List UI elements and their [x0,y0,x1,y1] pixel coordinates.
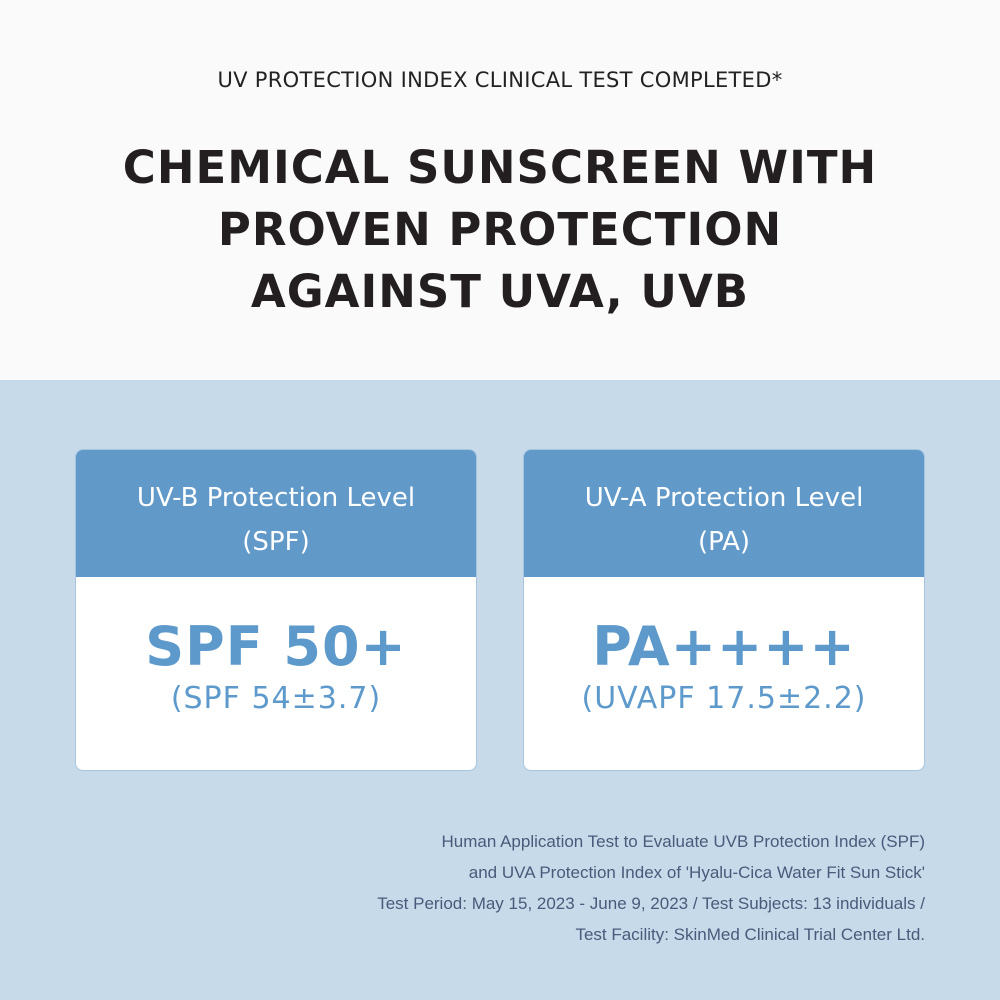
footnote-line: Test Facility: SkinMed Clinical Trial Ce… [575,925,925,944]
card-heading-line: (PA) [697,527,751,557]
title-line: AGAINST UVA, UVB [250,265,750,318]
spf-value: SPF 50+ [145,615,407,678]
footnote: Human Application Test to Evaluate UVB P… [377,826,925,950]
title-line: CHEMICAL SUNSCREEN WITH [122,141,878,194]
subtitle: UV PROTECTION INDEX CLINICAL TEST COMPLE… [217,68,783,92]
footnote-line: Test Period: May 15, 2023 - June 9, 2023… [377,894,925,913]
footnote-line: Human Application Test to Evaluate UVB P… [441,832,926,851]
page-title: CHEMICAL SUNSCREEN WITH PROVEN PROTECTIO… [0,137,1000,323]
pa-value: PA++++ [592,615,856,678]
title-line: PROVEN PROTECTION [217,203,783,256]
pa-detail: (UVAPF 17.5±2.2) [581,681,867,716]
card-heading-line: UV-B Protection Level [136,483,416,513]
header-section: UV PROTECTION INDEX CLINICAL TEST COMPLE… [0,0,1000,380]
spf-detail: (SPF 54±3.7) [170,681,382,716]
uva-card: UV-A Protection Level (PA) PA++++ (UVAPF… [523,449,925,771]
card-heading-line: (SPF) [242,527,310,557]
card-heading: UV-A Protection Level (PA) [524,450,924,577]
card-heading: UV-B Protection Level (SPF) [76,450,476,577]
card-heading-line: UV-A Protection Level [584,483,864,513]
uvb-card: UV-B Protection Level (SPF) SPF 50+ (SPF… [75,449,477,771]
footnote-line: and UVA Protection Index of 'Hyalu-Cica … [468,863,925,882]
